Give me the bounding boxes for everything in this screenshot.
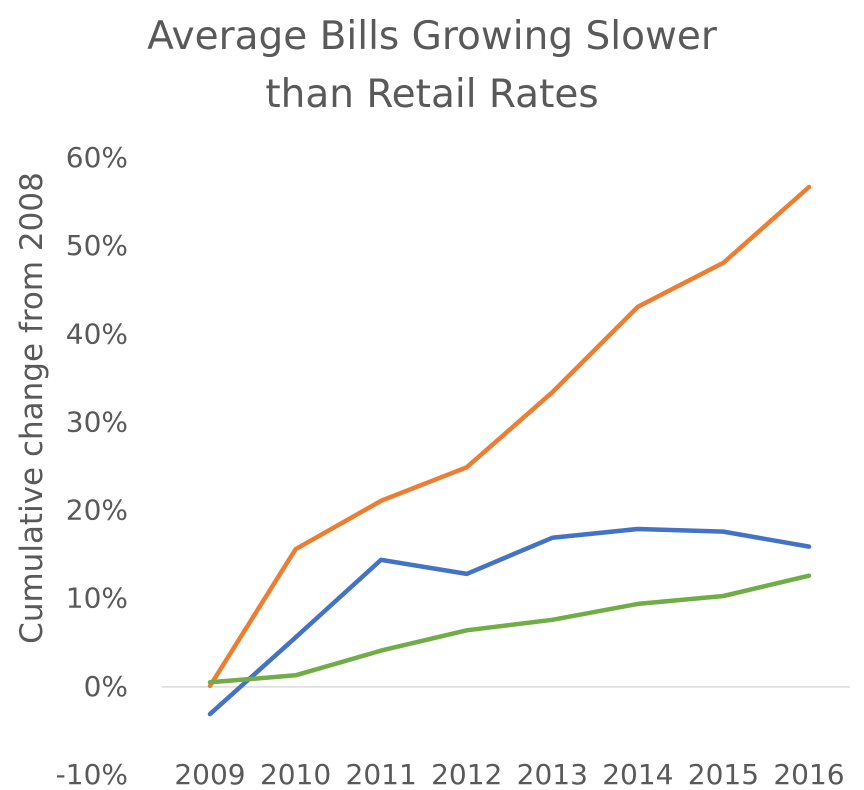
y-tick-label: 30% xyxy=(66,405,128,438)
chart-title-line-2: than Retail Rates xyxy=(265,72,599,117)
chart-title-line-1: Average Bills Growing Slower xyxy=(147,14,717,59)
x-tick-label: 2013 xyxy=(517,758,588,790)
x-tick-label: 2012 xyxy=(431,758,502,790)
chart-title: Average Bills Growing Slower than Retail… xyxy=(0,8,864,124)
x-tick-label: 2015 xyxy=(688,758,759,790)
y-tick-label: -10% xyxy=(56,758,128,790)
y-tick-label: 10% xyxy=(66,582,128,615)
y-tick-label: 60% xyxy=(66,141,128,174)
x-tick-label: 2011 xyxy=(346,758,417,790)
x-tick-label: 2009 xyxy=(174,758,245,790)
y-axis-tick-labels: 60% 50% 40% 30% 20% 10% 0% -10% xyxy=(56,141,128,790)
x-tick-label: 2010 xyxy=(260,758,331,790)
y-tick-label: 50% xyxy=(66,229,128,262)
series-line-2 xyxy=(207,526,812,717)
series-lines xyxy=(207,184,812,717)
y-tick-label: 0% xyxy=(84,670,128,703)
x-tick-label: 2016 xyxy=(773,758,844,790)
series-line-1 xyxy=(207,184,812,689)
y-tick-label: 20% xyxy=(66,494,128,527)
y-tick-label: 40% xyxy=(66,317,128,350)
series-line-3 xyxy=(207,573,812,685)
x-tick-label: 2014 xyxy=(602,758,673,790)
x-axis-tick-labels: 2009 2010 2011 2012 2013 2014 2015 2016 xyxy=(174,758,844,790)
